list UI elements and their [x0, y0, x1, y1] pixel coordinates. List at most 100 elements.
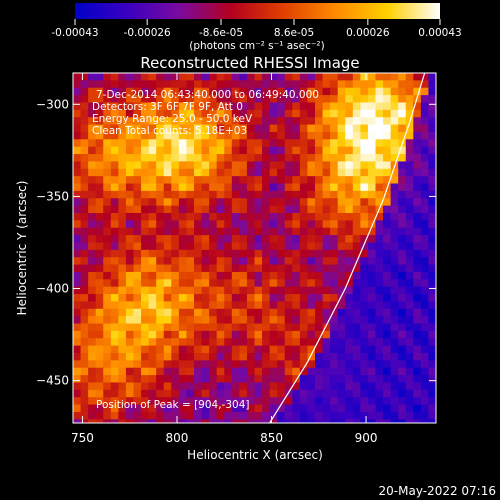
heatmap-cell: [178, 345, 188, 354]
heatmap-cell: [254, 242, 263, 251]
heatmap-cell: [163, 294, 172, 303]
heatmap-cell: [398, 183, 407, 192]
heatmap-cell: [375, 419, 384, 423]
heatmap-cell: [141, 316, 150, 325]
heatmap-cell: [405, 198, 414, 207]
heatmap-cell: [299, 95, 309, 104]
heatmap-cell: [118, 419, 127, 423]
heatmap-cell: [398, 271, 407, 280]
heatmap-cell: [156, 338, 165, 347]
heatmap-cell: [367, 338, 377, 347]
heatmap-cell: [80, 353, 89, 361]
heatmap-cell: [375, 168, 384, 177]
heatmap-cell: [299, 330, 309, 339]
heatmap-cell: [330, 308, 339, 317]
heatmap-cell: [367, 301, 377, 310]
heatmap-cell: [420, 235, 430, 244]
heatmap-cell: [231, 271, 240, 280]
heatmap-cell: [292, 124, 301, 133]
heatmap-cell: [405, 95, 414, 104]
heatmap-cell: [277, 308, 286, 317]
heatmap-cell: [125, 316, 135, 325]
heatmap-cell: [322, 397, 331, 406]
heatmap-cell: [299, 131, 309, 140]
heatmap-cell: [269, 301, 278, 310]
heatmap-cell: [413, 301, 422, 310]
heatmap-cell: [201, 235, 210, 244]
heatmap-cell: [88, 397, 97, 406]
heatmap-cell: [201, 330, 210, 339]
heatmap-cell: [103, 308, 112, 317]
heatmap-cell: [178, 279, 188, 288]
heatmap-cell: [224, 411, 233, 420]
heatmap-cell: [224, 294, 233, 303]
heatmap-cell: [141, 198, 150, 207]
heatmap-cell: [133, 198, 142, 207]
heatmap-cell: [428, 235, 436, 244]
heatmap-cell: [186, 397, 195, 406]
heatmap-cell: [171, 213, 180, 221]
heatmap-cell: [413, 279, 422, 288]
heatmap-cell: [315, 257, 324, 266]
heatmap-cell: [110, 308, 119, 317]
heatmap-cell: [80, 316, 89, 325]
heatmap-cell: [201, 198, 210, 207]
heatmap-cell: [413, 95, 422, 104]
heatmap-cell: [156, 330, 165, 339]
heatmap-cell: [352, 264, 361, 273]
heatmap-cell: [178, 220, 188, 229]
heatmap-cell: [156, 286, 165, 295]
heatmap-cell: [360, 124, 369, 133]
heatmap-cell: [299, 139, 309, 148]
heatmap-cell: [171, 176, 180, 185]
heatmap-cell: [315, 87, 324, 96]
heatmap-cell: [216, 139, 225, 148]
heatmap-cell: [156, 397, 165, 406]
heatmap-cell: [95, 360, 104, 369]
heatmap-cell: [95, 375, 104, 384]
heatmap-cell: [405, 190, 414, 199]
heatmap-cell: [277, 353, 286, 361]
heatmap-cell: [413, 249, 422, 258]
heatmap-cell: [375, 338, 384, 347]
heatmap-cell: [299, 80, 309, 89]
heatmap-cell: [73, 404, 82, 413]
heatmap-cell: [95, 109, 104, 118]
heatmap-cell: [103, 213, 112, 221]
heatmap-cell: [110, 205, 119, 214]
heatmap-cell: [360, 264, 369, 273]
heatmap-cell: [224, 154, 233, 163]
heatmap-cell: [337, 389, 346, 398]
annotation-clean: Clean Total counts: 5.18E+03: [92, 125, 247, 137]
heatmap-cell: [375, 109, 384, 118]
heatmap-cell: [322, 190, 331, 199]
heatmap-cell: [277, 213, 286, 221]
heatmap-cell: [231, 176, 240, 185]
heatmap-cell: [156, 367, 165, 376]
heatmap-cell: [224, 139, 233, 148]
heatmap-cell: [315, 183, 324, 192]
heatmap-cell: [73, 213, 82, 221]
colorbar-tick-label: 0.00026: [346, 27, 390, 39]
heatmap-cell: [201, 375, 210, 384]
heatmap-cell: [239, 301, 248, 310]
heatmap-cell: [375, 139, 384, 148]
heatmap-cell: [186, 389, 195, 398]
heatmap-cell: [390, 308, 399, 317]
heatmap-cell: [383, 353, 392, 361]
heatmap-cell: [299, 419, 309, 423]
heatmap-cell: [390, 249, 399, 258]
heatmap-cell: [330, 213, 339, 221]
heatmap-cell: [383, 382, 392, 391]
heatmap-cell: [299, 249, 309, 258]
heatmap-cell: [254, 411, 263, 420]
heatmap-cell: [315, 139, 324, 148]
heatmap-cell: [201, 271, 210, 280]
heatmap-cell: [299, 190, 309, 199]
heatmap-cell: [330, 176, 339, 185]
heatmap-cell: [239, 397, 248, 406]
heatmap-cell: [345, 198, 354, 207]
heatmap-cell: [148, 301, 157, 310]
heatmap-cell: [352, 198, 361, 207]
heatmap-cell: [262, 235, 271, 244]
